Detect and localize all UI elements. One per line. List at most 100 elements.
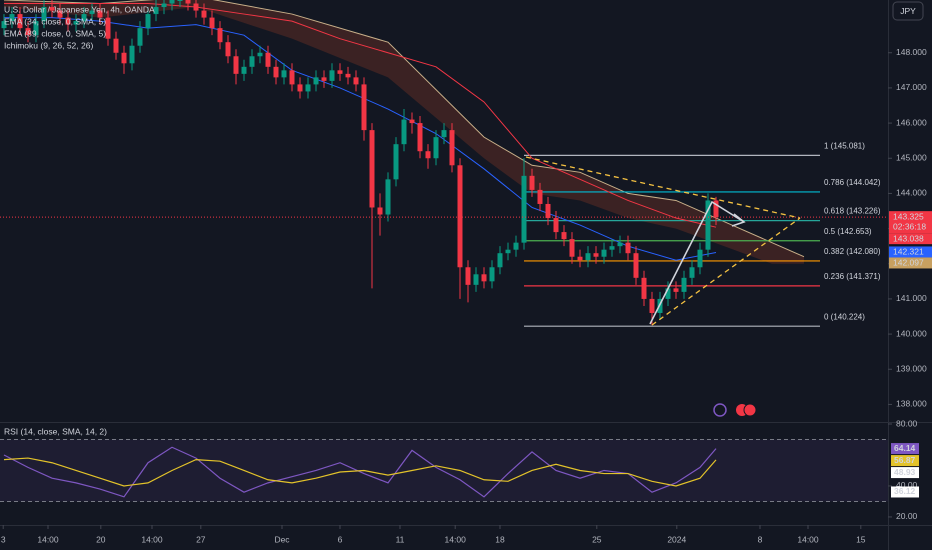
candle-body [601, 249, 607, 257]
candle-body [641, 277, 647, 299]
rsi-badge-label: 48.93 [894, 467, 916, 477]
projection-arrow [649, 200, 745, 325]
y-tick-label: 138.000 [896, 399, 927, 409]
candle-body [337, 70, 343, 74]
candle-body [33, 21, 39, 36]
rsi-badge [891, 467, 919, 479]
y-tick-label: 147.000 [896, 82, 927, 92]
y-tick-label: 140.000 [896, 328, 927, 338]
candle-body [161, 3, 167, 8]
candle-body [329, 70, 335, 81]
rsi-y-tick-label: 80.00 [896, 418, 918, 428]
candle-body [217, 28, 223, 43]
candle-body [577, 256, 583, 261]
candle-body [177, 0, 183, 1]
candle-body [681, 277, 687, 292]
y-tick-label: 144.000 [896, 188, 927, 198]
candle-body [697, 249, 703, 268]
candle-body [41, 7, 47, 22]
event-icon[interactable] [713, 403, 727, 417]
x-tick-label: 25 [592, 534, 602, 544]
candle-body [105, 17, 111, 39]
candle-body [289, 70, 295, 85]
candle-body [353, 77, 359, 85]
candle-body [145, 14, 151, 29]
candle-body [345, 73, 351, 78]
candle-body [529, 175, 535, 190]
candle-body [185, 0, 191, 4]
currency-label: JPY [900, 6, 916, 16]
x-tick-label: 3 [1, 534, 6, 544]
candle-body [473, 274, 479, 285]
candle-body [665, 288, 671, 299]
x-tick-label: 14:00 [37, 534, 59, 544]
fib-label: 0.5 (142.653) [824, 227, 872, 236]
candle-body [593, 253, 599, 257]
price-pane: 1 (145.081) 0.786 (144.042) 0.618 (143.226… [0, 0, 888, 327]
x-tick-label: 15 [856, 534, 866, 544]
candle-body [513, 242, 519, 250]
legend: U.S. Dollar / Japanese Yen, 4h, OANDA EM… [4, 4, 155, 436]
rsi-band [0, 439, 888, 502]
candle-body [249, 56, 255, 67]
y-tick-label: 146.000 [896, 117, 927, 127]
candle-body [129, 45, 135, 64]
candle-body [393, 144, 399, 180]
event-icon[interactable] [743, 403, 757, 417]
y-tick-label: 141.000 [896, 293, 927, 303]
price-badge-label: 143.325 [893, 211, 924, 221]
candle-body [89, 10, 95, 15]
candle-body [417, 123, 423, 152]
fib-label: 0.382 (142.080) [824, 247, 881, 256]
candle-body [465, 267, 471, 285]
candle-body [385, 179, 391, 215]
candle-body [585, 253, 591, 261]
rsi-line [3, 446, 717, 498]
fib-label: 0 (140.224) [824, 312, 865, 321]
x-tick-label: 6 [338, 534, 343, 544]
x-tick-label: 2024 [667, 534, 686, 544]
x-tick-label: 8 [758, 534, 763, 544]
x-tick-label: 14:00 [797, 534, 819, 544]
candle-body [625, 242, 631, 254]
candle-body [561, 232, 567, 240]
candle-body [9, 14, 15, 22]
candle-body [449, 130, 455, 166]
candle-body [617, 242, 623, 247]
rsi-badge-label: 36.12 [894, 486, 916, 496]
trend-line [525, 156, 801, 219]
ichimoku-span [3, 0, 805, 258]
candle-body [273, 66, 279, 78]
price-badge [889, 233, 932, 245]
candle-body [649, 298, 655, 313]
candle-body [401, 119, 407, 145]
candle-body [505, 249, 511, 254]
price-badge [889, 211, 932, 234]
candle-body [169, 0, 175, 4]
candle-body [545, 203, 551, 219]
x-tick-label: Dec [274, 534, 290, 544]
rsi-badge [891, 486, 919, 498]
rsi-y-tick-label: 40.00 [896, 480, 918, 490]
candle-body [705, 200, 711, 250]
rsi-y-tick-label: 20.00 [896, 511, 918, 521]
candle-body [569, 239, 575, 257]
price-badge [889, 257, 932, 269]
x-tick-label: 14:00 [445, 534, 467, 544]
axes: 138.000139.000140.000141.000142.000143.0… [1, 47, 927, 544]
candle-body [57, 10, 63, 18]
candle-body [25, 28, 31, 36]
rsi-badge-label: 64.14 [894, 443, 916, 453]
candle-body [481, 274, 487, 282]
candle-body [241, 66, 247, 74]
currency-button[interactable] [892, 1, 924, 21]
trend-line [651, 217, 801, 326]
rsi-title: RSI (14, close, SMA, 14, 2) [4, 426, 107, 436]
rsi-badge-label: 56.87 [894, 455, 916, 465]
candle-body [409, 119, 415, 124]
rsi-badge [891, 455, 919, 467]
candle-body [609, 246, 615, 250]
candle-body [425, 151, 431, 159]
